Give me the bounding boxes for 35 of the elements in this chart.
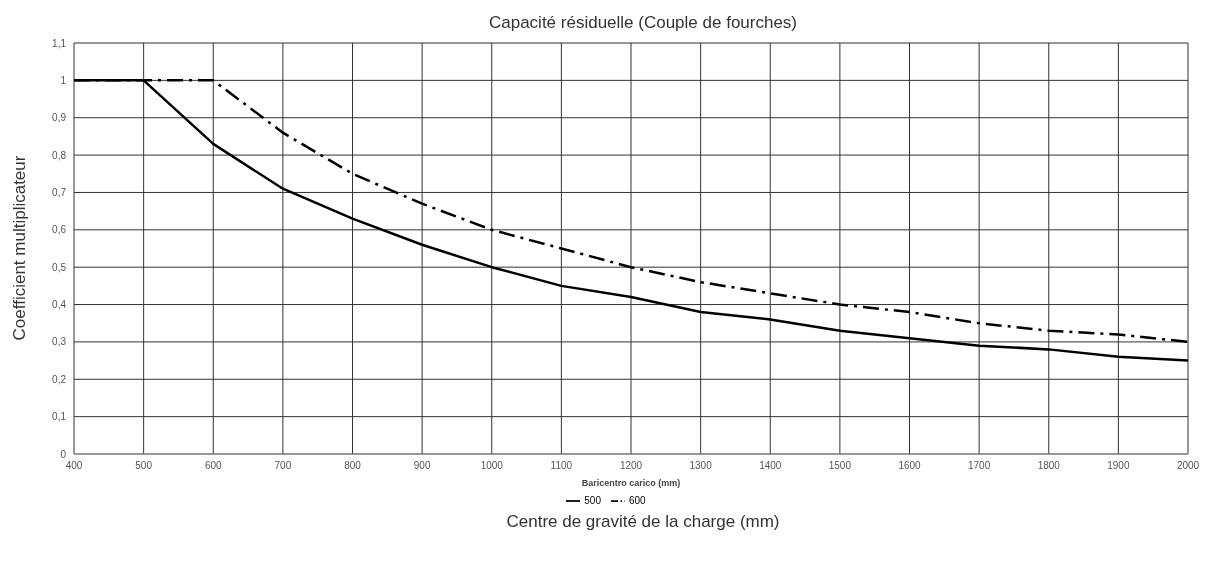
y-tick-label: 0,7 <box>52 187 67 198</box>
x-tick-label: 500 <box>135 460 153 472</box>
x-tick-label: 700 <box>274 460 292 472</box>
y-tick-label: 0,6 <box>52 224 67 236</box>
y-tick-label: 0,1 <box>52 411 67 423</box>
x-tick-label: 1100 <box>550 460 573 472</box>
y-tick-label: 0,9 <box>52 112 67 124</box>
chart-title: Capacité résiduelle (Couple de fourches) <box>487 12 799 34</box>
x-tick-label: 1900 <box>1107 460 1130 472</box>
legend-label: 500 <box>584 494 601 506</box>
y-tick-label: 0,4 <box>52 299 67 311</box>
x-tick-label: 1200 <box>619 460 643 472</box>
x-tick-label: 2000 <box>1176 460 1200 472</box>
text: Centre de gravité de la charge (mm) <box>505 512 781 532</box>
x-axis-title: Baricentro carico (mm) <box>581 478 681 488</box>
x-tick-label: 1400 <box>759 460 782 472</box>
y-tick-label: 0,5 <box>52 261 67 273</box>
y-tick-label: 0,3 <box>52 336 67 348</box>
y-tick-label: 1 <box>60 74 67 86</box>
y-axis-title: Coefficient multiplicateur <box>10 155 30 341</box>
x-tick-label: 1800 <box>1037 460 1061 472</box>
y-tick-label: 0 <box>60 448 67 460</box>
x-tick-label: 1500 <box>828 460 852 472</box>
x-tick-label: 1600 <box>898 460 922 472</box>
legend-label: 600 <box>629 494 646 506</box>
x-tick-label: 600 <box>204 460 223 472</box>
x-tick-label: 1300 <box>689 460 713 472</box>
x-tick-label: 900 <box>413 460 431 472</box>
y-tick-label: 0,8 <box>52 149 67 161</box>
x-tick-label: 800 <box>344 460 362 472</box>
y-tick-label: 0,2 <box>52 373 67 385</box>
x-tick-label: 1700 <box>968 460 991 472</box>
y-tick-label: 1,1 <box>52 37 67 49</box>
x-tick-label: 400 <box>65 460 83 472</box>
x-tick-label: 1000 <box>480 460 504 472</box>
